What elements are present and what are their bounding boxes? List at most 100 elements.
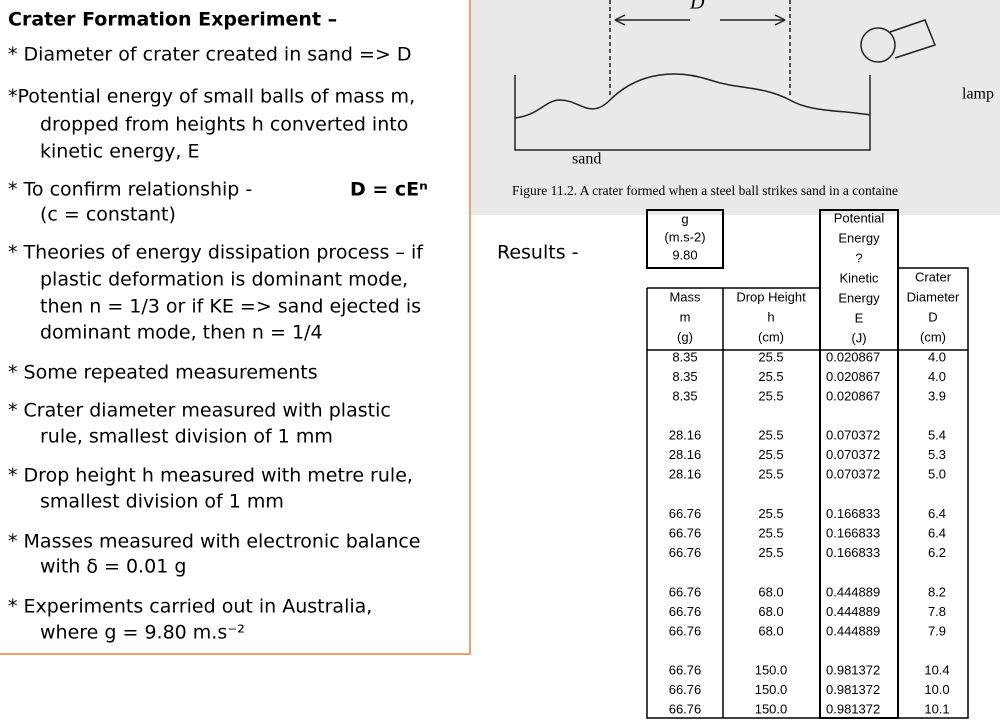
figure-d-label: D [689, 0, 705, 14]
table-cell: 0.444889 [826, 584, 880, 599]
table-cell: 25.5 [758, 428, 783, 443]
table-cell: 5.4 [928, 428, 946, 443]
results-label: Results - [497, 242, 579, 264]
table-cell: 25.5 [758, 349, 783, 364]
table-cell: 0.166833 [826, 526, 880, 541]
table-cell: 25.5 [758, 467, 783, 482]
table-header: Energy [838, 230, 880, 245]
figure-lamp-label: lamp [962, 86, 994, 103]
table-cell: 68.0 [758, 584, 783, 599]
bullet-line: then n = 1/3 or if KE => sand ejected is [40, 296, 421, 318]
table-cell: 66.76 [669, 702, 702, 717]
bullet-line: plastic deformation is dominant mode, [40, 269, 408, 291]
table-cell: 150.0 [755, 682, 788, 697]
table-cell: 8.35 [672, 349, 697, 364]
table-header: Diameter [907, 289, 960, 304]
table-cell: 10.4 [924, 663, 949, 678]
bullet-line: (c = constant) [40, 204, 176, 226]
table-cell: 7.9 [928, 623, 946, 638]
table-header: m [680, 309, 691, 324]
table-header: (g) [677, 329, 693, 344]
bullet-line: * Theories of energy dissipation process… [8, 242, 424, 264]
table-cell: 8.35 [672, 388, 697, 403]
table-cell: 8.35 [672, 369, 697, 384]
table-cell: 68.0 [758, 623, 783, 638]
table-cell: 6.4 [928, 506, 946, 521]
table-header: E [855, 310, 864, 325]
table-cell: 4.0 [928, 349, 946, 364]
table-cell: 66.76 [669, 545, 702, 560]
table-cell: 4.0 [928, 369, 946, 384]
table-cell: 68.0 [758, 604, 783, 619]
table-cell: 0.020867 [826, 369, 880, 384]
table-cell: 25.5 [758, 447, 783, 462]
table-header: Mass [669, 289, 701, 304]
table-cell: 0.166833 [826, 545, 880, 560]
formula: D = cEⁿ [350, 179, 428, 201]
table-cell: 10.1 [924, 702, 949, 717]
table-header: Energy [838, 290, 880, 305]
g-box-text: g [681, 211, 688, 226]
table-cell: 0.444889 [826, 604, 880, 619]
title: Crater Formation Experiment – [8, 9, 337, 31]
table-header: ? [855, 250, 862, 265]
table-cell: 25.5 [758, 545, 783, 560]
g-box-text: 9.80 [672, 247, 697, 262]
figure-sand-label: sand [572, 151, 601, 168]
table-header: h [767, 309, 774, 324]
table-cell: 0.981372 [826, 702, 880, 717]
bullet-line: dropped from heights h converted into [40, 114, 408, 136]
table-header: Crater [915, 269, 952, 284]
table-borders [646, 209, 969, 719]
bullet-line: * Some repeated measurements [8, 362, 318, 384]
table-cell: 28.16 [669, 428, 702, 443]
bullet-line: * Crater diameter measured with plastic [8, 400, 391, 422]
table-cell: 0.070372 [826, 467, 880, 482]
table-header: D [928, 309, 937, 324]
table-cell: 0.070372 [826, 428, 880, 443]
g-box-text: (m.s-2) [664, 229, 705, 244]
table-cell: 0.981372 [826, 682, 880, 697]
bullet-line: * Diameter of crater created in sand => … [8, 44, 412, 66]
bullet-line: rule, smallest division of 1 mm [40, 426, 333, 448]
results-table: g (m.s-2) 9.80 Mass m (g) Drop Height h (cm) Pote… [664, 210, 960, 716]
table-cell: 3.9 [928, 388, 946, 403]
bullet-line: with δ = 0.01 g [40, 556, 186, 578]
bullet-line: * To confirm relationship - [8, 179, 252, 201]
table-header: Drop Height [736, 289, 806, 304]
table-header: Kinetic [839, 270, 879, 285]
text-panel [0, 0, 471, 655]
table-cell: 6.4 [928, 526, 946, 541]
table-cell: 0.070372 [826, 447, 880, 462]
table-cell: 66.76 [669, 526, 702, 541]
bullet-line: dominant mode, then n = 1/4 [40, 322, 323, 344]
table-cell: 10.0 [924, 682, 949, 697]
table-cell: 66.76 [669, 623, 702, 638]
bullet-line: * Drop height h measured with metre rule… [8, 465, 413, 487]
table-cell: 0.981372 [826, 663, 880, 678]
bullet-line: kinetic energy, E [40, 141, 200, 163]
figure-diagram [514, 0, 936, 151]
table-cell: 28.16 [669, 447, 702, 462]
bullet-line: *Potential energy of small balls of mass… [8, 86, 415, 108]
table-header: Potential [834, 210, 885, 225]
table-cell: 25.5 [758, 526, 783, 541]
table-cell: 0.020867 [826, 388, 880, 403]
table-cell: 150.0 [755, 663, 788, 678]
bullet-line: * Experiments carried out in Australia, [8, 596, 372, 618]
table-cell: 5.3 [928, 447, 946, 462]
table-cell: 6.2 [928, 545, 946, 560]
table-header: (J) [851, 330, 866, 345]
table-cell: 0.020867 [826, 349, 880, 364]
table-cell: 25.5 [758, 506, 783, 521]
table-cell: 66.76 [669, 506, 702, 521]
table-header: (cm) [920, 329, 946, 344]
table-cell: 150.0 [755, 702, 788, 717]
table-cell: 7.8 [928, 604, 946, 619]
table-cell: 66.76 [669, 682, 702, 697]
bullet-line: smallest division of 1 mm [40, 491, 284, 513]
bullet-line: * Masses measured with electronic balanc… [8, 531, 421, 553]
table-header: (cm) [758, 329, 784, 344]
bullet-list: * Diameter of crater created in sand => … [8, 44, 428, 644]
